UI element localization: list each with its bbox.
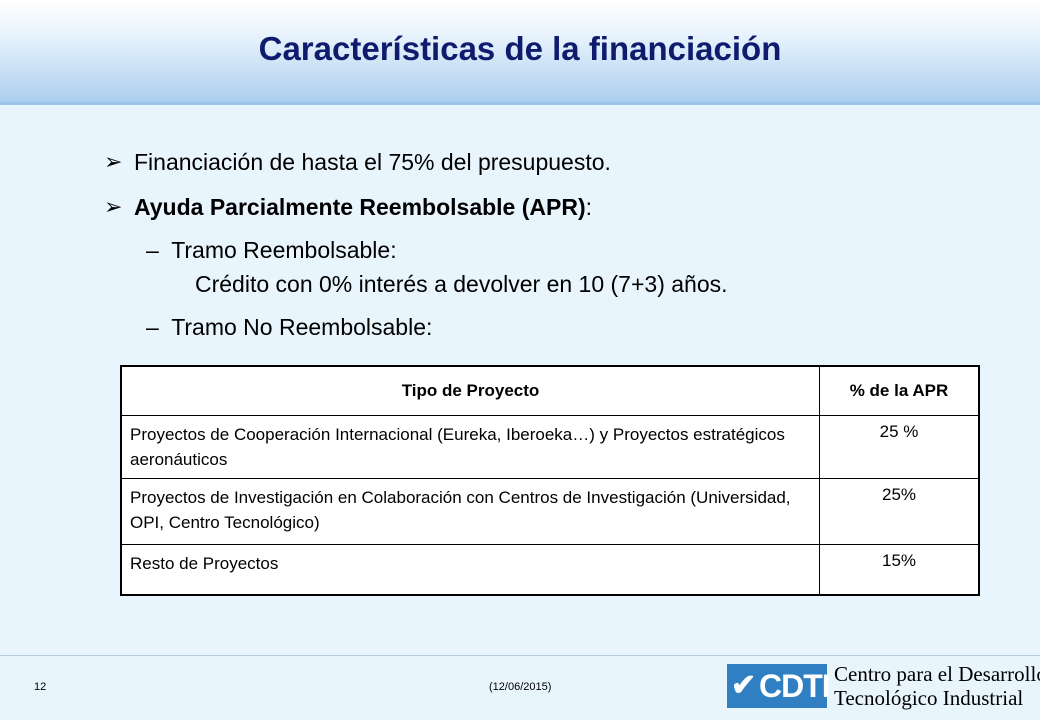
org-name-line2: Tecnológico Industrial bbox=[834, 686, 1024, 710]
dash-marker: – bbox=[146, 237, 159, 263]
header-tipo: Tipo de Proyecto bbox=[120, 365, 820, 416]
bullet-suffix: : bbox=[585, 194, 593, 220]
slide-title: Características de la financiación bbox=[258, 30, 782, 67]
cell-tipo: Resto de Proyectos bbox=[120, 544, 820, 595]
header-pct: % de la APR bbox=[819, 365, 980, 416]
cell-tipo: Proyectos de Cooperación Internacional (… bbox=[120, 415, 820, 479]
sub-item-label: Tramo Reembolsable: bbox=[171, 237, 397, 263]
cell-pct: 15% bbox=[819, 544, 980, 595]
sub-item-label: Tramo No Reembolsable: bbox=[171, 314, 433, 340]
cell-pct: 25 % bbox=[819, 415, 980, 479]
org-name-line1: Centro para el Desarrollo bbox=[834, 662, 1040, 686]
table-row: Proyectos de Investigación en Colaboraci… bbox=[120, 478, 980, 545]
table-row: Resto de Proyectos 15% bbox=[120, 544, 980, 595]
header-divider bbox=[0, 102, 1040, 105]
slide-date: (12/06/2015) bbox=[489, 681, 552, 693]
header-band bbox=[0, 0, 1040, 104]
bullet-bold-text: Ayuda Parcialmente Reembolsable (APR) bbox=[134, 194, 586, 220]
sub-item-reembolsable: – Tramo Reembolsable: bbox=[146, 236, 397, 264]
apr-table: Tipo de Proyecto % de la APR Proyectos d… bbox=[120, 365, 980, 596]
cell-tipo: Proyectos de Investigación en Colaboraci… bbox=[120, 478, 820, 545]
cell-pct: 25% bbox=[819, 478, 980, 545]
arrow-bullet-icon: ➢ bbox=[104, 149, 123, 174]
table-row: Proyectos de Cooperación Internacional (… bbox=[120, 415, 980, 479]
bullet-text: Ayuda Parcialmente Reembolsable (APR): bbox=[134, 193, 592, 221]
sub-item-detail: Crédito con 0% interés a devolver en 10 … bbox=[195, 271, 728, 297]
dash-marker: – bbox=[146, 314, 159, 340]
footer-divider bbox=[0, 655, 1040, 656]
cdti-logo: ✔ CDTI bbox=[727, 664, 831, 708]
logo-text: CDTI bbox=[759, 668, 831, 704]
bullet-text: Financiación de hasta el 75% del presupu… bbox=[134, 149, 611, 175]
page-number: 12 bbox=[34, 681, 47, 693]
check-logo-icon: ✔ bbox=[731, 669, 757, 702]
arrow-bullet-icon: ➢ bbox=[104, 194, 123, 219]
table-header-row: Tipo de Proyecto % de la APR bbox=[120, 365, 980, 416]
sub-item-no-reembolsable: – Tramo No Reembolsable: bbox=[146, 313, 432, 341]
